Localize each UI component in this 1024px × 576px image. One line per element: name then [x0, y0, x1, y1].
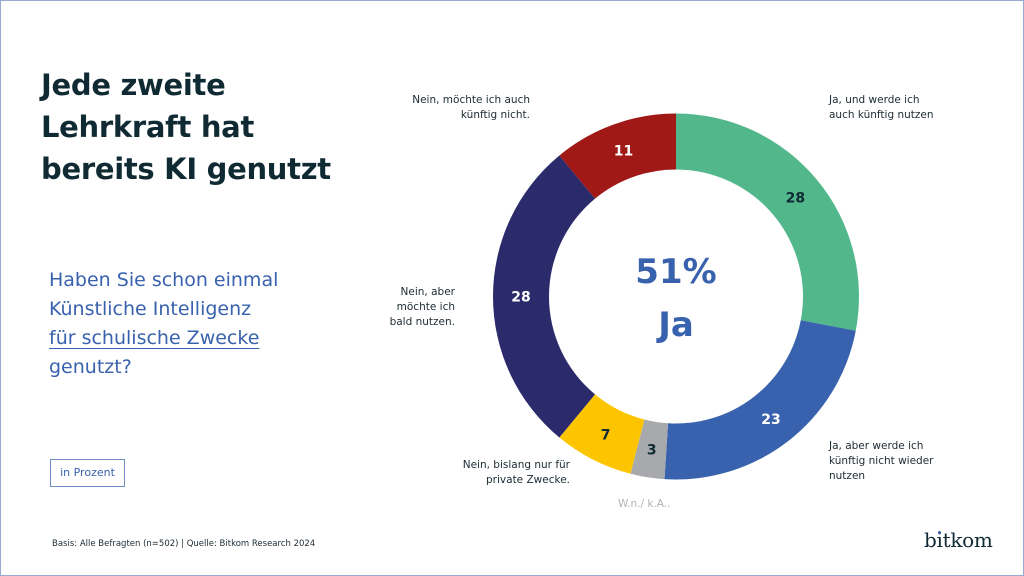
slice-label-privat: Nein, bislang nur für private Zwecke.: [440, 458, 570, 488]
label-line: künftig nicht.: [460, 109, 530, 121]
logo-dot: [938, 531, 941, 534]
title-line: Lehrkraft hat: [41, 110, 255, 144]
slice-value-label: 7: [601, 428, 611, 444]
unit-badge: in Prozent: [50, 459, 125, 487]
label-line: Nein, möchte ich auch: [412, 94, 530, 106]
label-line: bald nutzen.: [389, 316, 455, 328]
donut-slice: [664, 320, 856, 480]
page-title: Jede zweite Lehrkraft hat bereits KI gen…: [41, 64, 361, 190]
center-percentage: 51%: [635, 252, 717, 292]
donut-slice: [559, 113, 676, 199]
slice-value-label: 11: [614, 144, 633, 160]
slice-label-wn-ka: W.n./ k.A..: [618, 497, 670, 512]
source-footnote: Basis: Alle Befragten (n=502) | Quelle: …: [52, 539, 316, 549]
slice-value-label: 3: [647, 443, 657, 459]
center-label: Ja: [658, 305, 694, 345]
slice-label-ja-kuenftig: Ja, und werde ich auch künftig nutzen: [829, 93, 934, 123]
label-line: künftig nicht wieder: [829, 455, 934, 467]
question-line-underlined: für schulische Zwecke: [49, 327, 260, 349]
donut-slice: [559, 394, 645, 474]
slice-label-bald-nutzen: Nein, aber möchte ich bald nutzen.: [380, 285, 455, 330]
slice-value-label: 23: [761, 412, 780, 428]
label-line: auch künftig nutzen: [829, 109, 934, 121]
slice-value-label: 28: [786, 191, 805, 207]
label-line: private Zwecke.: [486, 474, 570, 486]
survey-question: Haben Sie schon einmal Künstliche Intell…: [49, 266, 349, 382]
label-line: Nein, bislang nur für: [462, 459, 570, 471]
label-line: Ja, aber werde ich: [829, 440, 924, 452]
question-line: Künstliche Intelligenz: [49, 298, 252, 320]
question-line: Haben Sie schon einmal: [49, 269, 279, 291]
label-line: W.n./ k.A..: [618, 498, 671, 510]
label-line: möchte ich: [396, 301, 455, 313]
label-line: Ja, und werde ich: [829, 94, 920, 106]
label-line: nutzen: [829, 470, 866, 482]
title-line: bereits KI genutzt: [41, 152, 331, 186]
donut-slice: [676, 113, 859, 331]
bitkom-logo: bitkom: [924, 528, 993, 552]
title-line: Jede zweite: [41, 68, 226, 102]
slice-label-ja-nicht-wieder: Ja, aber werde ich künftig nicht wieder …: [829, 439, 933, 484]
question-line: genutzt?: [49, 356, 132, 378]
label-line: Nein, aber: [400, 286, 455, 298]
logo-text: bitkom: [924, 528, 993, 552]
slice-value-label: 28: [511, 290, 530, 306]
donut-slice: [630, 419, 669, 480]
donut-slice: [492, 155, 596, 438]
slice-label-kuenftig-nicht: Nein, möchte ich auch künftig nicht.: [400, 93, 530, 123]
